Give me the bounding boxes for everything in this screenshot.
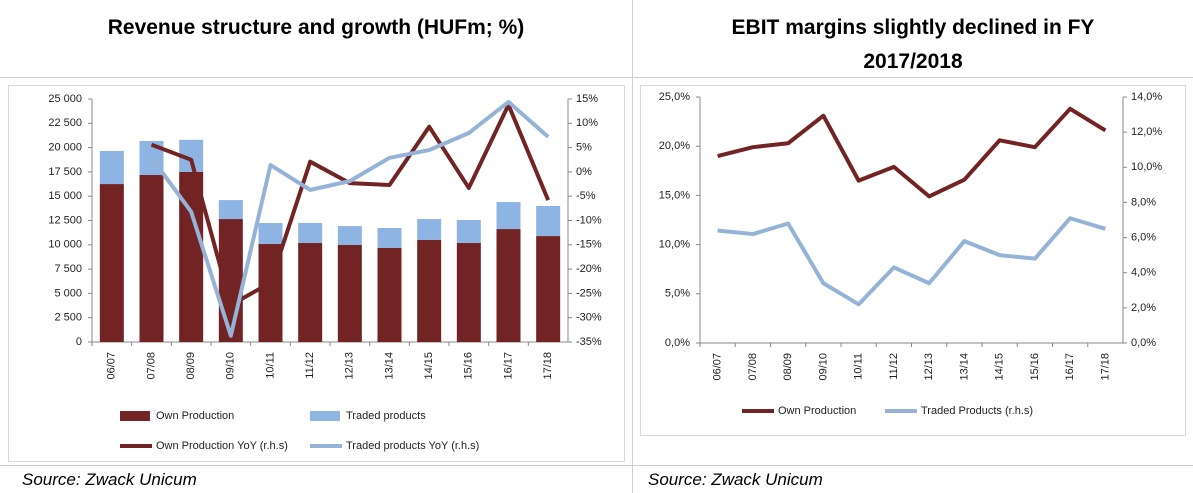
x-tick-label: 13/14 <box>958 353 970 381</box>
y-tick-label: 5,0% <box>665 288 690 300</box>
x-tick-label: 07/08 <box>747 353 759 381</box>
y2-tick-label: -10% <box>576 214 602 226</box>
y2-tick-label: 8,0% <box>1131 196 1156 208</box>
bar <box>377 227 402 249</box>
x-tick-label: 12/13 <box>923 353 935 381</box>
bar <box>536 236 561 342</box>
y2-tick-label: 14,0% <box>1131 91 1162 103</box>
legend-swatch <box>120 411 150 421</box>
bar <box>337 244 362 342</box>
y-tick-label: 0,0% <box>665 337 690 349</box>
y-tick-label: 7 500 <box>54 263 82 275</box>
bar <box>298 242 323 342</box>
y-tick-label: 15 000 <box>48 190 82 202</box>
bar <box>218 200 243 220</box>
line <box>717 106 1107 199</box>
y2-tick-label: -5% <box>576 190 596 202</box>
legend-label: Own Production <box>156 410 234 422</box>
y2-tick-label: 6,0% <box>1131 231 1156 243</box>
line <box>149 99 550 338</box>
bar <box>377 248 402 342</box>
y-tick-label: 2 500 <box>54 312 82 324</box>
y-tick-label: 25,0% <box>659 91 690 103</box>
bar <box>417 239 442 342</box>
y2-tick-label: 5% <box>576 142 592 154</box>
bar <box>99 151 124 185</box>
legend-label: Traded products YoY (r.h.s) <box>346 440 479 452</box>
chart-title: EBIT margins slightly declined in FY 201… <box>731 16 1095 73</box>
y-tick-label: 5 000 <box>54 287 82 299</box>
x-tick-label: 11/12 <box>304 352 316 379</box>
bar <box>139 175 164 342</box>
y2-tick-label: -35% <box>576 336 602 348</box>
bar <box>456 220 481 243</box>
bar <box>258 223 283 245</box>
legend-label: Own Production YoY (r.h.s) <box>156 440 288 452</box>
x-tick-label: 13/14 <box>383 352 395 380</box>
y-tick-label: 10 000 <box>48 239 82 251</box>
y2-tick-label: -30% <box>576 312 602 324</box>
bar <box>496 202 521 230</box>
legend-label: Traded Products (r.h.s) <box>921 405 1033 417</box>
line <box>717 216 1106 307</box>
chart-frame <box>8 85 625 462</box>
x-tick-label: 14/15 <box>423 352 435 380</box>
x-tick-label: 08/09 <box>185 352 197 380</box>
x-tick-label: 10/11 <box>264 352 276 379</box>
bar <box>337 226 362 245</box>
x-tick-label: 07/08 <box>145 352 157 380</box>
y-tick-label: 25 000 <box>48 93 82 105</box>
y2-tick-label: -20% <box>576 263 602 275</box>
y2-tick-label: 15% <box>576 93 598 105</box>
x-tick-label: 16/17 <box>1064 353 1076 381</box>
legend-label: Traded products <box>346 410 426 422</box>
legend-label: Own Production <box>778 405 856 417</box>
y2-tick-label: 0,0% <box>1131 337 1156 349</box>
x-tick-label: 14/15 <box>994 353 1006 381</box>
y-tick-label: 10,0% <box>659 239 690 251</box>
legend-swatch <box>310 411 340 421</box>
y-tick-label: 15,0% <box>659 189 690 201</box>
y-tick-label: 17 500 <box>48 166 82 178</box>
bar <box>536 206 561 237</box>
bar <box>496 229 521 342</box>
y-tick-label: 22 500 <box>48 117 82 129</box>
x-tick-label: 16/17 <box>502 352 514 380</box>
x-tick-label: 12/13 <box>344 352 356 380</box>
y2-tick-label: 10% <box>576 117 598 129</box>
y2-tick-label: 2,0% <box>1131 302 1156 314</box>
x-tick-label: 09/10 <box>225 352 237 380</box>
y-tick-label: 0 <box>76 336 82 348</box>
y2-tick-label: -25% <box>576 287 602 299</box>
source: Source: Zwack Unicum <box>648 470 823 489</box>
y-tick-label: 12 500 <box>48 214 82 226</box>
x-tick-label: 15/16 <box>463 352 475 380</box>
x-tick-label: 17/18 <box>1099 353 1111 381</box>
x-tick-label: 11/12 <box>888 353 900 380</box>
bar <box>417 219 442 240</box>
source: Source: Zwack Unicum <box>22 470 197 489</box>
y2-tick-label: 0% <box>576 166 592 178</box>
bar <box>456 242 481 342</box>
x-tick-label: 10/11 <box>853 353 865 380</box>
bar <box>298 222 323 243</box>
y2-tick-label: 12,0% <box>1131 126 1162 138</box>
x-tick-label: 08/09 <box>782 353 794 381</box>
chart-frame <box>640 85 1186 436</box>
y2-tick-label: 10,0% <box>1131 161 1162 173</box>
y2-tick-label: -15% <box>576 239 602 251</box>
y-tick-label: 20,0% <box>659 140 690 152</box>
x-tick-label: 06/07 <box>712 353 724 381</box>
bar <box>99 184 124 342</box>
y2-tick-label: 4,0% <box>1131 267 1156 279</box>
x-tick-label: 17/18 <box>542 352 554 380</box>
x-tick-label: 15/16 <box>1029 353 1041 381</box>
y-tick-label: 20 000 <box>48 142 82 154</box>
x-tick-label: 06/07 <box>106 352 118 380</box>
chart-title: Revenue structure and growth (HUFm; %) <box>107 16 525 39</box>
x-tick-label: 09/10 <box>817 353 829 381</box>
